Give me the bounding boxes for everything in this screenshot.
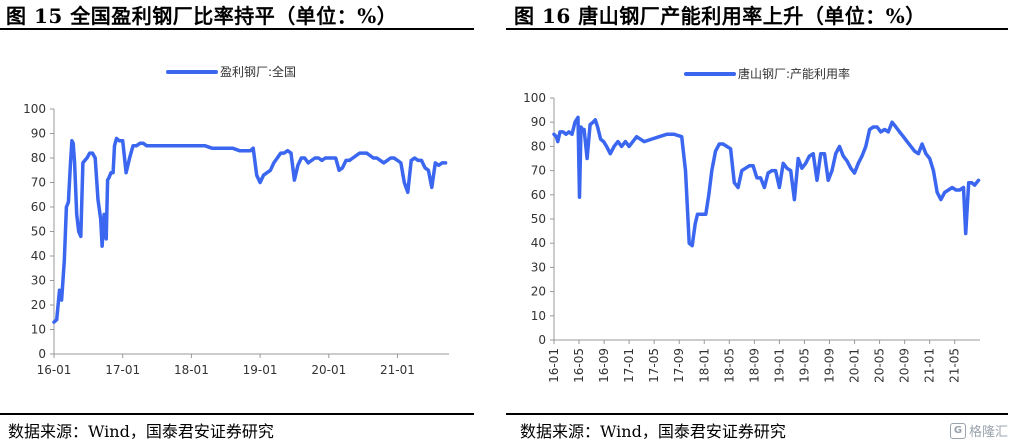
x-tick-label: 18-09 bbox=[747, 348, 761, 383]
x-tick-label: 17-01 bbox=[105, 363, 140, 377]
line-chart: 0 10 20 30 40 50 60 70 80 90 100 16-01 16-05 16-09 17-… bbox=[523, 66, 981, 383]
source-rule bbox=[0, 413, 474, 415]
y-tick-label: 20 bbox=[31, 298, 46, 312]
y-tick-label: 90 bbox=[31, 127, 46, 141]
y-tick-label: 80 bbox=[31, 151, 46, 165]
y-tick-label: 10 bbox=[31, 323, 46, 337]
series-line bbox=[52, 136, 448, 324]
chart-panel-right: 图 16 唐山钢厂产能利用率上升（单位：%） 0 10 20 30 40 50 60 70 80… bbox=[506, 0, 1014, 446]
y-tick-label: 10 bbox=[531, 309, 546, 323]
y-tick-label: 80 bbox=[531, 139, 546, 153]
y-tick-label: 40 bbox=[31, 249, 46, 263]
x-tick-label: 19-01 bbox=[772, 348, 786, 383]
y-tick-label: 50 bbox=[31, 225, 46, 239]
title-underline bbox=[506, 28, 1008, 30]
y-tick-label: 0 bbox=[538, 333, 546, 347]
chart-title: 图 15 全国盈利钢厂比率持平（单位：%） bbox=[6, 4, 398, 28]
x-tick-label: 21-01 bbox=[923, 348, 937, 383]
x-tick-label: 18-05 bbox=[722, 348, 736, 383]
title-underline bbox=[0, 28, 474, 30]
y-tick-label: 100 bbox=[523, 91, 546, 105]
x-tick-label: 16-01 bbox=[547, 348, 561, 383]
source-rule bbox=[506, 413, 1008, 415]
y-tick-label: 40 bbox=[531, 236, 546, 250]
x-tick-label: 20-09 bbox=[898, 348, 912, 383]
chart-title: 图 16 唐山钢厂产能利用率上升（单位：%） bbox=[514, 4, 926, 28]
x-tick-label: 17-05 bbox=[647, 348, 661, 383]
watermark: G 格隆汇 bbox=[949, 421, 1008, 440]
legend: 盈利钢厂:全国 bbox=[166, 64, 296, 79]
chart-panel-left: 图 15 全国盈利钢厂比率持平（单位：%） 0 10 20 30 40 50 60 70 80 9… bbox=[0, 0, 490, 446]
y-tick-label: 70 bbox=[531, 164, 546, 178]
x-tick-label: 16-01 bbox=[37, 363, 72, 377]
x-tick-label: 18-01 bbox=[697, 348, 711, 383]
legend-label: 唐山钢厂:产能利用率 bbox=[738, 66, 850, 81]
watermark-logo-icon: G bbox=[949, 422, 966, 439]
y-tick-label: 70 bbox=[31, 176, 46, 190]
y-tick-label: 30 bbox=[531, 260, 546, 274]
series-line bbox=[552, 115, 981, 248]
x-tick-label: 19-09 bbox=[823, 348, 837, 383]
source-note: 数据来源：Wind，国泰君安证券研究 bbox=[520, 422, 786, 441]
x-tick-label: 20-05 bbox=[873, 348, 887, 383]
y-tick-label: 20 bbox=[531, 285, 546, 299]
y-tick-label: 60 bbox=[31, 200, 46, 214]
y-tick-label: 30 bbox=[31, 274, 46, 288]
legend-label: 盈利钢厂:全国 bbox=[220, 64, 296, 79]
x-tick-label: 21-05 bbox=[948, 348, 962, 383]
x-tick-label: 16-05 bbox=[572, 348, 586, 383]
x-tick-label: 20-01 bbox=[848, 348, 862, 383]
x-tick-label: 16-09 bbox=[597, 348, 611, 383]
watermark-text: 格隆汇 bbox=[968, 425, 1008, 440]
y-tick-label: 90 bbox=[531, 115, 546, 129]
y-tick-label: 50 bbox=[531, 212, 546, 226]
y-tick-label: 0 bbox=[38, 347, 46, 361]
line-chart: 0 10 20 30 40 50 60 70 80 90 100 16-01 17-01 18-01 19-… bbox=[23, 64, 449, 377]
x-tick-label: 20-01 bbox=[311, 363, 346, 377]
x-tick-label: 21-01 bbox=[380, 363, 415, 377]
x-tick-label: 17-01 bbox=[622, 348, 636, 383]
source-note: 数据来源：Wind，国泰君安证券研究 bbox=[8, 422, 274, 441]
y-tick-label: 60 bbox=[531, 188, 546, 202]
x-tick-label: 19-01 bbox=[243, 363, 278, 377]
x-tick-label: 19-05 bbox=[797, 348, 811, 383]
x-tick-label: 17-09 bbox=[672, 348, 686, 383]
y-tick-label: 100 bbox=[23, 102, 46, 116]
legend: 唐山钢厂:产能利用率 bbox=[684, 66, 850, 81]
x-tick-label: 18-01 bbox=[174, 363, 209, 377]
